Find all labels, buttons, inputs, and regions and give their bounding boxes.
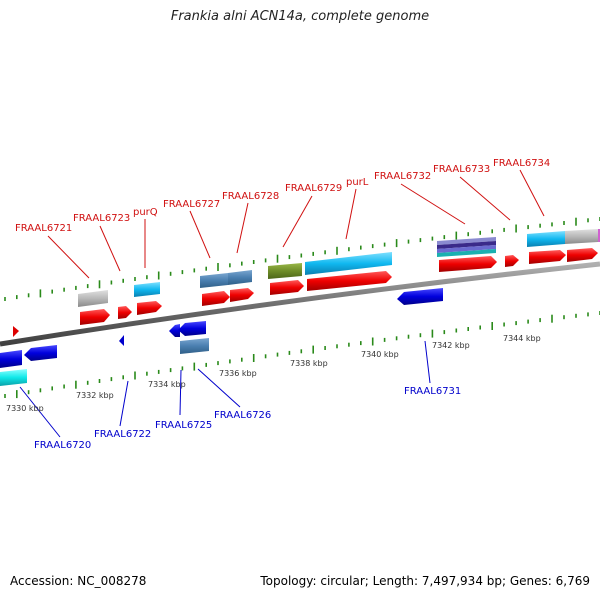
scale-label: 7344 kbp (503, 334, 541, 343)
genome-backbone (0, 261, 600, 347)
gene-label: FRAAL6725 (155, 420, 212, 431)
scale-labels: 7330 kbp 7332 kbp 7334 kbp 7336 kbp 7338… (6, 334, 541, 413)
feature-box-cyan (527, 231, 565, 247)
gene-arrow-forward (80, 309, 110, 325)
gene-arrow-forward (439, 256, 497, 272)
top-gene-labels: FRAAL6721 FRAAL6723 purQ FRAAL6727 FRAAL… (15, 158, 550, 234)
gene-arrow-forward (230, 288, 254, 302)
gene-label: purL (346, 177, 369, 188)
outer-tick-row (4, 217, 600, 301)
bottom-label-leaders (19, 340, 431, 438)
gene-arrow-forward (202, 291, 230, 306)
gene-arrow-reverse (169, 324, 180, 337)
feature-box-steel (200, 273, 228, 288)
gene-label: FRAAL6722 (94, 429, 151, 440)
gene-arrow-reverse (0, 350, 22, 368)
gene-arrow-forward (567, 248, 598, 262)
feature-box-striped (437, 237, 496, 257)
scale-label: 7340 kbp (361, 350, 399, 359)
gene-label: FRAAL6723 (73, 213, 130, 224)
gene-arrow-forward (307, 271, 392, 291)
scale-label: 7332 kbp (76, 391, 114, 400)
scale-label: 7334 kbp (148, 380, 186, 389)
inner-tick-row (4, 311, 600, 399)
gene-arrow-forward (505, 255, 519, 267)
gene-label: FRAAL6727 (163, 199, 220, 210)
gene-label: FRAAL6721 (15, 223, 72, 234)
gene-label: FRAAL6720 (34, 440, 91, 451)
gene-arrow-reverse (119, 335, 124, 346)
gene-label: purQ (133, 207, 158, 218)
gene-arrow-reverse (178, 321, 206, 336)
top-label-leaders (47, 169, 545, 279)
gene-arrow-forward (118, 306, 132, 319)
feature-box-steel (180, 338, 209, 354)
gene-arrow-reverse (24, 345, 57, 361)
genome-summary-text: Topology: circular; Length: 7,497,934 bp… (260, 574, 590, 588)
accession-text: Accession: NC_008278 (10, 574, 147, 588)
forward-features (13, 229, 600, 337)
feature-box-steel (228, 270, 252, 285)
gene-label: FRAAL6726 (214, 410, 271, 421)
scale-label: 7342 kbp (432, 341, 470, 350)
feature-box-gray (78, 290, 108, 307)
gene-label: FRAAL6733 (433, 164, 490, 175)
gene-arrow-forward (529, 250, 566, 264)
scale-label: 7338 kbp (290, 359, 328, 368)
scale-label: 7330 kbp (6, 404, 44, 413)
figure-title: Frankia alni ACN14a, complete genome (170, 9, 430, 24)
gene-label: FRAAL6728 (222, 191, 279, 202)
gene-arrow-forward (13, 326, 19, 337)
feature-box-cyan (305, 252, 392, 275)
feature-box-olive (268, 263, 302, 279)
gene-arrow-forward (137, 301, 162, 315)
bottom-gene-labels: FRAAL6720 FRAAL6722 FRAAL6725 FRAAL6726 … (34, 386, 461, 451)
feature-box-aqua (0, 369, 27, 386)
feature-box-gray (565, 229, 598, 244)
gene-label: FRAAL6734 (493, 158, 550, 169)
scale-label: 7336 kbp (219, 369, 257, 378)
gene-arrow-forward (270, 280, 304, 295)
gene-label: FRAAL6729 (285, 183, 342, 194)
gene-label: FRAAL6731 (404, 386, 461, 397)
reverse-features (0, 288, 443, 386)
gene-label: FRAAL6732 (374, 171, 431, 182)
feature-box-cyan (134, 282, 160, 297)
gene-arrow-reverse (397, 288, 443, 305)
